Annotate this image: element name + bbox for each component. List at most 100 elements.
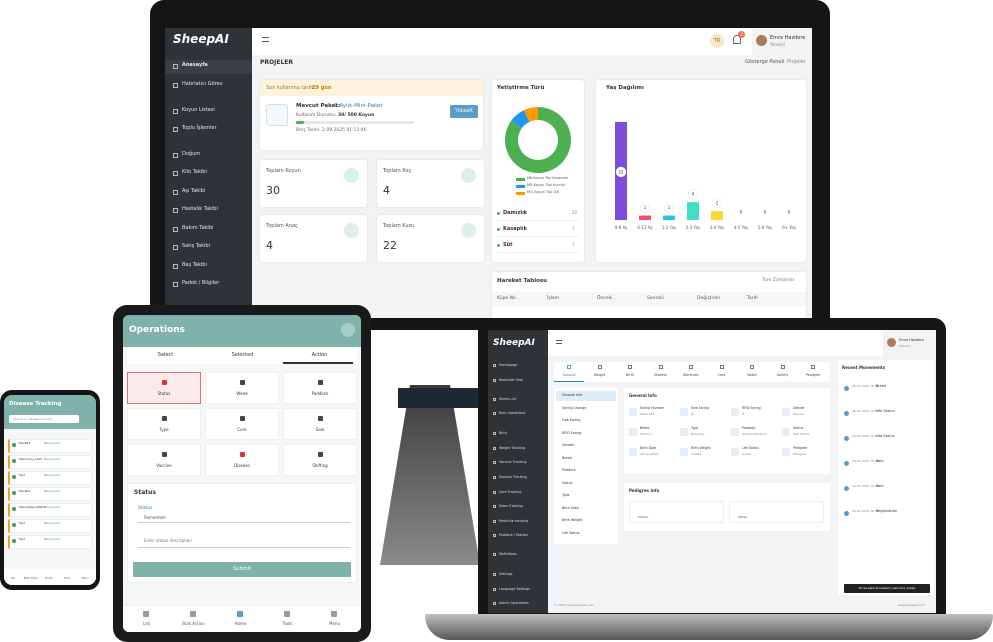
info-menu-item[interactable]: Life Status [562, 530, 580, 535]
tab-label[interactable]: Gallery [776, 373, 789, 377]
tab-label[interactable]: Care [717, 373, 726, 377]
info-menu-item[interactable]: General Info [562, 393, 583, 397]
menu-item[interactable]: Hatırlatıcı Görev [182, 81, 223, 87]
avatar [756, 35, 767, 46]
menu-item[interactable]: Vaccine Tracking [499, 460, 527, 464]
menu-item[interactable]: Kilo Takibi [182, 169, 207, 175]
menu-item[interactable]: Baş Takibi [182, 262, 207, 268]
phone-nav-label[interactable]: List [10, 577, 16, 580]
menu-item[interactable]: Hastalık Takibi [182, 206, 218, 212]
tablet-screen: Operations Select Selected Action Status Weed… [123, 315, 361, 632]
tab-label[interactable]: Weight [593, 373, 606, 377]
tab[interactable]: Action [311, 352, 328, 358]
tab[interactable]: Select [157, 352, 174, 358]
action-button[interactable] [205, 372, 279, 404]
menu-icon [493, 412, 496, 415]
info-menu-item[interactable]: Paddock [562, 468, 576, 472]
menu-item[interactable]: Koyun Listesi [182, 107, 215, 113]
nav-label[interactable]: Home [234, 621, 247, 626]
menu-item[interactable]: Toplu İşlemler [182, 125, 217, 131]
lang[interactable]: TR [710, 34, 724, 48]
menu-item[interactable]: Disease Tracking [499, 475, 527, 479]
menu-item[interactable]: Admin Operations [499, 601, 529, 605]
upgrade-button[interactable]: Yükselt [450, 105, 478, 118]
menu-item[interactable]: Homepage [499, 363, 517, 367]
tab-label[interactable]: Pedigree [805, 373, 821, 377]
menu-item[interactable]: Sales Tracking [499, 504, 523, 508]
menu-item[interactable]: Definitions [499, 552, 517, 556]
phone-search[interactable] [9, 415, 79, 423]
record-row[interactable] [8, 503, 92, 517]
menu-item[interactable]: Weight Tracking [499, 446, 526, 450]
record-row[interactable] [8, 535, 92, 549]
column-header: İşlem [547, 296, 560, 301]
nav-label[interactable]: Bulk Action [182, 621, 205, 626]
menu-item[interactable]: Medicine tracking [499, 519, 529, 523]
tab[interactable]: Selected [231, 352, 254, 358]
phone-title: Disease Tracking [9, 401, 62, 407]
filter[interactable]: Tüm Zamanlar [762, 278, 795, 283]
action-button[interactable] [127, 444, 201, 476]
menu-item[interactable]: Language Settings [499, 587, 530, 591]
nav-label[interactable]: List [143, 621, 150, 626]
menu-item[interactable]: Sheep List [499, 397, 517, 401]
tab-label[interactable]: Notes [747, 373, 757, 377]
info-menu-item[interactable]: Status [562, 480, 573, 485]
x-tick-label: 1-2 Yaş [662, 225, 676, 230]
nav-label[interactable]: Tools [282, 621, 293, 626]
action-button[interactable] [205, 444, 279, 476]
hamburger[interactable] [556, 340, 562, 344]
hamburger[interactable] [262, 37, 269, 42]
phone-nav-label[interactable]: Bulk Action [23, 577, 39, 580]
info-menu-item[interactable]: Birth Weight [562, 518, 583, 522]
tab-label[interactable]: General [562, 373, 576, 377]
menu-item[interactable]: Settings [499, 572, 513, 576]
menu-item[interactable]: Satış Takibi [182, 243, 210, 249]
menu-item[interactable]: Anasayfa [182, 62, 208, 68]
menu-item[interactable]: Birth [499, 431, 507, 435]
description[interactable] [138, 532, 350, 548]
phone-nav-label[interactable]: Home [45, 577, 53, 580]
menu-item[interactable]: Bulk Operations [499, 411, 526, 415]
action-button[interactable] [127, 408, 201, 440]
menu-item[interactable]: Care Tracking [499, 490, 522, 494]
tab-label[interactable]: Reminder [683, 373, 699, 377]
info-menu-item[interactable]: Birth Date [562, 505, 579, 510]
menu-item[interactable]: Bakım Takibi [182, 225, 214, 231]
phone-nav-label[interactable]: Tools [63, 577, 71, 580]
action-button[interactable] [283, 372, 357, 404]
bell[interactable] [733, 35, 741, 44]
info-menu-item[interactable]: Type [562, 493, 570, 497]
type-count: 1 [572, 226, 575, 231]
menu-item[interactable]: Reminder Task [499, 378, 524, 382]
info-menu-item[interactable]: RFID Earing [562, 430, 582, 435]
status-select[interactable] [138, 513, 350, 523]
record-row[interactable] [8, 519, 92, 533]
record-row[interactable] [8, 439, 92, 453]
menu-item[interactable]: Doğum [182, 151, 201, 157]
record-row[interactable] [8, 455, 92, 469]
menu-item[interactable]: Padok / Bilgiler [182, 280, 220, 286]
action-button[interactable] [283, 408, 357, 440]
action-button[interactable] [205, 408, 279, 440]
submit-button[interactable]: Submit [133, 562, 351, 577]
tab-label[interactable]: Birth [626, 373, 634, 377]
info-menu-item[interactable]: Ewe Earing [562, 418, 581, 422]
action-label: Sale [315, 427, 325, 432]
action-button[interactable]: Purse-selected-select_selected_sheep [844, 584, 930, 593]
info-menu-item[interactable]: Earing Change [562, 405, 587, 410]
action-button[interactable] [127, 372, 201, 404]
phone-nav-label[interactable]: Menu [81, 577, 89, 580]
record-row[interactable] [8, 487, 92, 501]
progress [296, 121, 414, 124]
menu-item[interactable]: Aşı Takibi [182, 188, 206, 194]
nav-label[interactable]: Menu [329, 621, 340, 626]
action-button[interactable] [283, 444, 357, 476]
table-head [492, 292, 806, 306]
record-row[interactable] [8, 471, 92, 485]
tab-label[interactable]: Disease [654, 373, 667, 377]
info-menu-item[interactable]: Breed [562, 455, 572, 460]
info-menu-item[interactable]: Gender [562, 443, 575, 447]
menu-item[interactable]: Paddock / Station [499, 533, 528, 537]
tab-icon [780, 365, 785, 369]
